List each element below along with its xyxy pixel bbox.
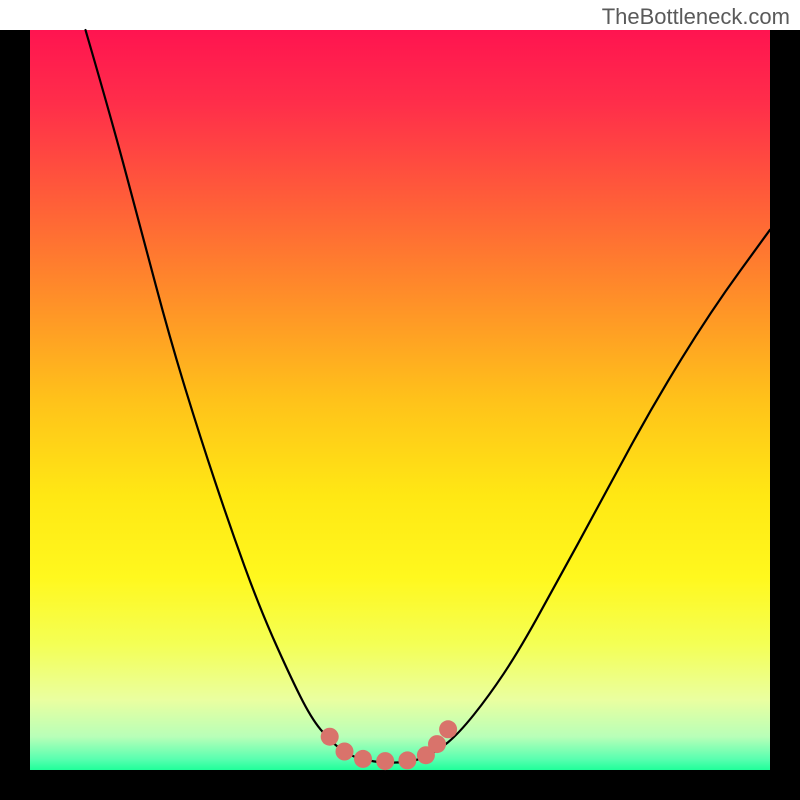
plot-background — [30, 30, 770, 770]
chart-svg — [0, 0, 800, 800]
curve-marker — [398, 751, 416, 769]
curve-marker — [354, 750, 372, 768]
curve-marker — [428, 735, 446, 753]
curve-marker — [376, 752, 394, 770]
watermark-text: TheBottleneck.com — [602, 4, 790, 30]
border-bottom — [0, 770, 800, 800]
curve-marker — [439, 720, 457, 738]
curve-marker — [336, 743, 354, 761]
curve-marker — [321, 728, 339, 746]
bottleneck-chart: TheBottleneck.com — [0, 0, 800, 800]
border-right — [770, 30, 800, 800]
border-left — [0, 30, 30, 800]
